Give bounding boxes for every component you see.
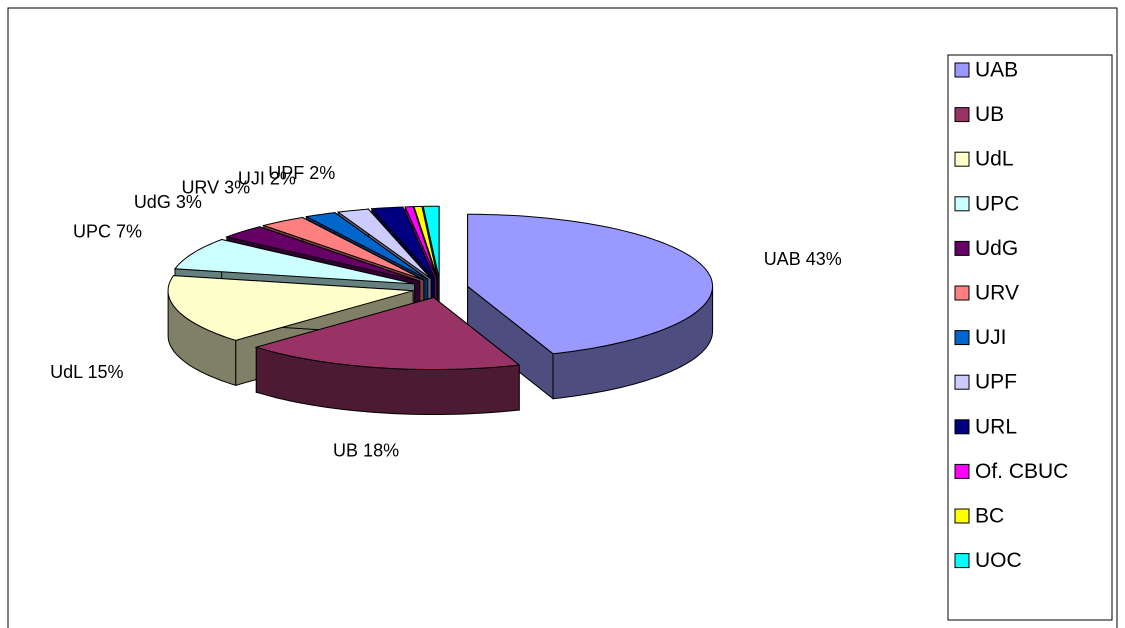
legend-label: URL	[975, 415, 1017, 438]
chart-frame	[7, 7, 1118, 628]
data-label: UdG 3%	[134, 192, 202, 212]
legend-swatch	[954, 107, 970, 123]
legend-swatch	[954, 330, 970, 346]
legend-swatch	[954, 240, 970, 256]
legend-label: UPF	[975, 371, 1017, 394]
slice	[467, 213, 713, 355]
legend-label: UAB	[975, 59, 1018, 82]
legend-label: UdL	[975, 148, 1014, 171]
slice	[336, 208, 432, 280]
legend-label: Of. CBUC	[975, 460, 1068, 483]
legend-swatch	[954, 62, 970, 78]
data-label: UB 18%	[333, 440, 399, 460]
slice	[261, 216, 425, 281]
legend-swatch	[954, 151, 970, 167]
slice	[167, 275, 414, 341]
slice	[174, 238, 415, 285]
legend-label: UB	[975, 103, 1004, 126]
slice	[370, 206, 436, 279]
slice	[304, 212, 428, 280]
legend-label: URV	[975, 282, 1019, 305]
legend-label: UJI	[975, 326, 1007, 349]
legend-swatch	[954, 553, 970, 569]
data-label: UPC 7%	[73, 221, 142, 241]
legend-label: UOC	[975, 549, 1022, 572]
slice	[225, 226, 420, 282]
legend-label: UdG	[975, 237, 1018, 260]
legend-swatch	[954, 463, 970, 479]
data-label: UJI 2%	[238, 168, 296, 188]
data-label: UAB 43%	[764, 249, 842, 269]
slice	[422, 205, 440, 279]
legend-swatch	[954, 508, 970, 524]
slice	[404, 206, 438, 279]
data-label: UPF 2%	[268, 163, 335, 183]
legend-swatch	[954, 196, 970, 212]
legend-swatch	[954, 419, 970, 435]
legend-swatch	[954, 285, 970, 301]
slice	[413, 205, 439, 279]
legend-box	[947, 54, 1113, 621]
data-label: URV 3%	[181, 178, 250, 198]
slice	[254, 296, 521, 370]
legend-label: UPC	[975, 192, 1019, 215]
legend-label: BC	[975, 505, 1004, 528]
legend-swatch	[954, 374, 970, 390]
data-label: UdL 15%	[50, 362, 123, 382]
slice-tops	[167, 205, 713, 370]
